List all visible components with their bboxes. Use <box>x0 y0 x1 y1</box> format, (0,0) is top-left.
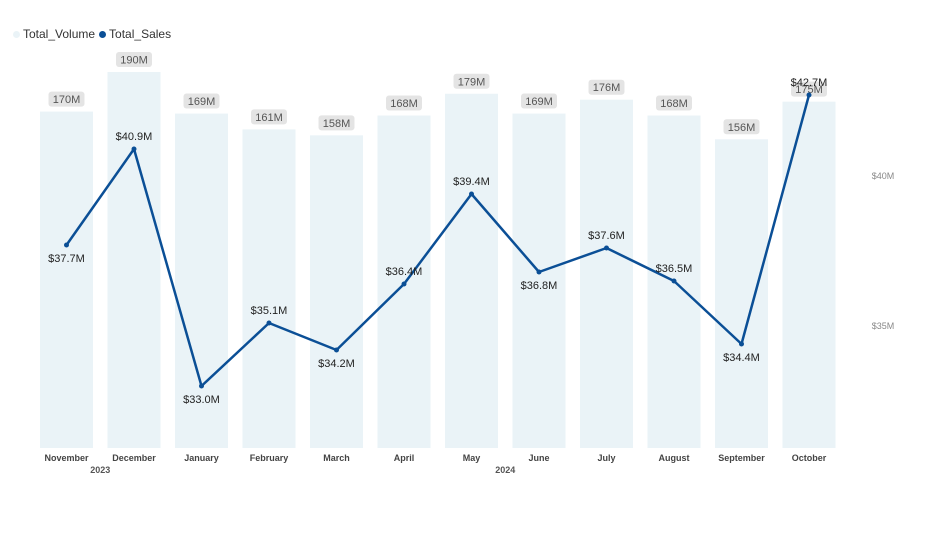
sales-label: $42.7M <box>791 77 828 89</box>
bar-label: 175M <box>795 84 823 96</box>
bar-label: 169M <box>525 96 553 108</box>
volume-bar <box>715 139 768 448</box>
bar-label: 161M <box>255 112 283 124</box>
legend-label: Total_Volume <box>23 27 96 41</box>
sales-label: $37.6M <box>588 230 625 242</box>
bar-label: 168M <box>390 98 418 110</box>
bar-label-bg <box>116 52 152 67</box>
sales-label: $36.8M <box>521 280 558 292</box>
sales-point <box>131 146 137 152</box>
bar-label-bg <box>588 79 625 95</box>
x-tick-label: August <box>659 453 690 463</box>
x-tick-label: January <box>184 453 219 463</box>
sales-point <box>401 281 407 287</box>
bar-label: 179M <box>458 76 486 88</box>
volume-bar <box>242 129 296 449</box>
bar-label-bg <box>183 93 220 109</box>
x-tick-label: December <box>112 453 156 463</box>
bar-label: 156M <box>728 122 756 134</box>
volume-bar <box>782 101 836 449</box>
sales-line <box>65 94 811 388</box>
sales-label: $36.4M <box>386 266 423 278</box>
x-tick-label: March <box>323 453 350 463</box>
bar-label: 168M <box>660 98 688 110</box>
legend: Total_Volume Total_Sales <box>13 27 175 41</box>
volume-bar <box>512 113 566 448</box>
x-tick-label: November <box>44 453 89 463</box>
legend-marker <box>13 30 20 38</box>
sales-point <box>199 383 204 389</box>
sales-point <box>604 245 609 251</box>
bar-label-bg <box>251 109 287 125</box>
sales-point <box>469 191 474 197</box>
x-tick-label: May <box>463 453 481 463</box>
bar-label: 169M <box>188 96 216 108</box>
bar-label-bg <box>723 119 760 135</box>
sales-label: $34.4M <box>723 352 760 364</box>
y2-tick-label: $40M <box>872 171 895 181</box>
bar-label-bg <box>318 115 355 131</box>
x-tick-label: April <box>394 453 415 463</box>
bar-label: 190M <box>120 55 148 67</box>
legend-marker <box>99 30 107 38</box>
legend-item[interactable]: Total_Sales <box>99 27 171 41</box>
volume-bar <box>310 135 363 449</box>
sales-point <box>64 242 69 248</box>
bar-label-bg <box>521 93 557 109</box>
x-tick-label: June <box>528 453 549 463</box>
sales-label: $35.1M <box>251 305 288 317</box>
sales-label: $34.2M <box>318 358 355 370</box>
sales-label: $36.5M <box>656 263 693 275</box>
bar-label: 158M <box>323 118 351 130</box>
sales-label: $33.0M <box>183 394 220 406</box>
legend-item[interactable]: Total_Volume <box>13 27 95 41</box>
volume-bar <box>107 72 161 448</box>
x-tick-label: September <box>718 453 765 463</box>
sales-point <box>334 347 339 353</box>
sales-point <box>266 320 272 326</box>
sales-label: $37.7M <box>48 253 85 265</box>
volume-bar <box>445 93 498 448</box>
bar-label-bg <box>656 95 692 111</box>
sales-point <box>671 278 677 284</box>
bar-label: 170M <box>53 94 81 106</box>
bar-label-bg <box>791 81 827 97</box>
legend-label: Total_Sales <box>109 27 172 41</box>
volume-bar <box>580 99 633 448</box>
sales-point <box>806 92 812 98</box>
bar-label-bg <box>453 73 490 89</box>
volume-bar <box>175 113 228 448</box>
volume-bar <box>40 111 93 448</box>
sales-point <box>536 269 542 275</box>
x-year-label: 2023 <box>90 465 110 475</box>
sales-label: $39.4M <box>453 176 490 188</box>
sales-label: $40.9M <box>116 131 153 143</box>
bar-label-bg <box>48 91 85 107</box>
sales-point <box>739 341 744 347</box>
x-tick-label: February <box>250 453 289 463</box>
x-tick-label: July <box>597 453 615 463</box>
x-tick-label: October <box>792 453 827 463</box>
bar-label-bg <box>386 95 422 111</box>
y2-tick-label: $35M <box>872 321 895 331</box>
bar-label: 176M <box>593 82 621 94</box>
x-year-label: 2024 <box>495 465 515 475</box>
